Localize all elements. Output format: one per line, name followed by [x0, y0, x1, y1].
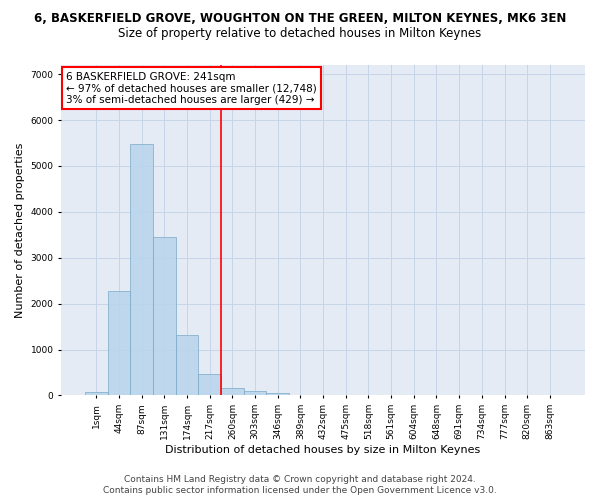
Text: Contains HM Land Registry data © Crown copyright and database right 2024.: Contains HM Land Registry data © Crown c… — [124, 475, 476, 484]
Bar — [244, 392, 266, 396]
Bar — [85, 392, 107, 396]
X-axis label: Distribution of detached houses by size in Milton Keynes: Distribution of detached houses by size … — [166, 445, 481, 455]
Bar — [176, 336, 199, 396]
Bar — [130, 144, 153, 396]
Bar — [153, 237, 176, 396]
Y-axis label: Number of detached properties: Number of detached properties — [15, 142, 25, 318]
Text: 6 BASKERFIELD GROVE: 241sqm
← 97% of detached houses are smaller (12,748)
3% of : 6 BASKERFIELD GROVE: 241sqm ← 97% of det… — [67, 72, 317, 105]
Text: 6, BASKERFIELD GROVE, WOUGHTON ON THE GREEN, MILTON KEYNES, MK6 3EN: 6, BASKERFIELD GROVE, WOUGHTON ON THE GR… — [34, 12, 566, 26]
Text: Contains public sector information licensed under the Open Government Licence v3: Contains public sector information licen… — [103, 486, 497, 495]
Text: Size of property relative to detached houses in Milton Keynes: Size of property relative to detached ho… — [118, 28, 482, 40]
Bar — [107, 291, 130, 396]
Bar — [199, 374, 221, 396]
Bar — [266, 393, 289, 396]
Bar — [221, 388, 244, 396]
